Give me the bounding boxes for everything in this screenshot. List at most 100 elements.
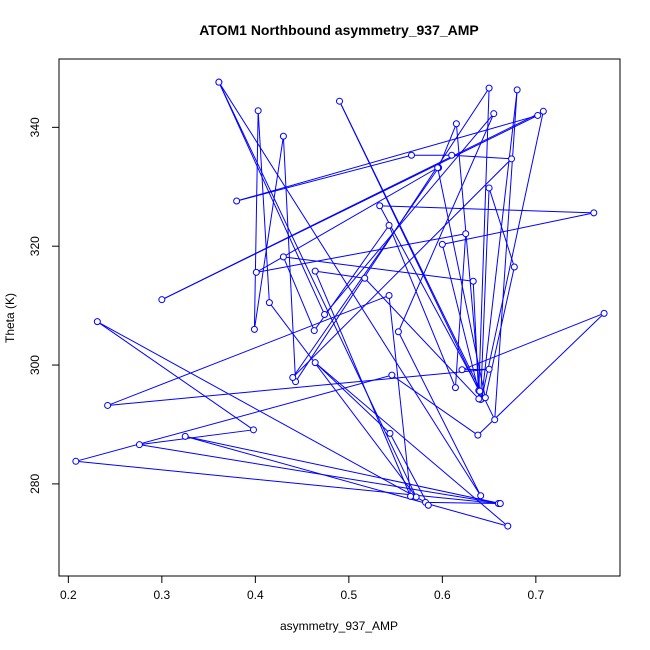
data-point <box>385 221 393 229</box>
series-segment <box>75 460 499 504</box>
series-segment <box>185 435 508 527</box>
data-point <box>289 374 297 382</box>
data-point <box>475 395 483 403</box>
series-segment <box>256 233 466 273</box>
series-segment <box>257 110 270 303</box>
series-segment <box>283 256 474 282</box>
series-segment <box>379 205 481 392</box>
y-axis-label: Theta (K) <box>3 293 17 343</box>
data-point <box>254 107 262 115</box>
series-segment <box>391 374 479 436</box>
chart-marks <box>72 78 608 530</box>
series-segment <box>268 302 417 498</box>
data-point <box>385 292 393 300</box>
series-segment <box>97 321 426 503</box>
data-point <box>265 299 273 307</box>
data-point <box>158 296 166 304</box>
series-segment <box>379 205 594 214</box>
data-point <box>485 84 493 92</box>
series-segment <box>161 115 538 301</box>
data-point <box>510 263 518 271</box>
data-point <box>252 268 260 276</box>
series-segment <box>314 270 412 497</box>
data-point <box>311 359 319 367</box>
series-segment <box>282 256 315 331</box>
data-point <box>407 151 415 159</box>
data-point <box>279 253 287 261</box>
series-segment <box>441 244 482 400</box>
y-axis: 280 300 320 340 <box>28 117 60 494</box>
series-segment <box>236 154 412 202</box>
series-segment <box>218 81 417 498</box>
data-point <box>250 325 258 333</box>
data-point <box>310 327 318 335</box>
series-segment <box>292 167 440 378</box>
data-point <box>388 371 396 379</box>
data-point <box>481 394 489 402</box>
data-point <box>458 366 466 374</box>
y-tick-label: 300 <box>28 355 42 375</box>
series-segment <box>481 89 518 399</box>
data-point <box>513 86 521 94</box>
y-tick-label: 320 <box>28 236 42 256</box>
data-point <box>508 155 516 163</box>
series-segment <box>292 158 512 378</box>
data-point <box>386 429 394 437</box>
data-point <box>485 184 493 192</box>
data-point <box>93 318 101 326</box>
series-segment <box>253 136 284 330</box>
x-tick-label: 0.2 <box>60 588 77 602</box>
series-segment <box>339 100 496 420</box>
series-segment <box>438 123 457 168</box>
data-point <box>476 387 484 395</box>
series-segment <box>236 114 538 202</box>
data-point <box>233 197 241 205</box>
x-tick-label: 0.3 <box>154 588 171 602</box>
series-segment <box>253 110 259 330</box>
series-segment <box>185 435 501 504</box>
series-segment <box>389 433 429 506</box>
series-segment <box>472 281 480 399</box>
y-tick-label: 280 <box>28 474 42 494</box>
data-point <box>104 401 112 409</box>
x-tick-label: 0.7 <box>528 588 545 602</box>
data-point <box>490 110 498 118</box>
data-point <box>424 501 432 509</box>
series-segment <box>314 362 509 527</box>
data-point <box>534 111 542 119</box>
series-segment <box>397 113 495 332</box>
data-point <box>412 493 420 501</box>
data-point <box>215 78 223 86</box>
series-segment <box>425 501 499 505</box>
series-segment <box>451 154 512 160</box>
data-point <box>321 311 329 319</box>
chart-title: ATOM1 Northbound asymmetry_937_AMP <box>199 22 479 38</box>
series-segment <box>315 270 365 279</box>
series-segment <box>442 212 594 245</box>
data-point <box>407 492 415 500</box>
series-segment <box>397 331 482 497</box>
series-segment <box>314 362 391 434</box>
data-point <box>181 432 189 440</box>
data-point <box>438 240 446 248</box>
series-segment <box>107 368 490 406</box>
data-point <box>394 328 402 336</box>
series-segment <box>107 295 390 406</box>
series-segment <box>494 89 518 420</box>
series-segment <box>218 81 325 315</box>
data-point <box>491 416 499 424</box>
data-point <box>135 441 143 449</box>
data-point <box>474 431 482 439</box>
data-point <box>600 309 608 317</box>
series-segment <box>454 233 467 388</box>
x-tick-label: 0.4 <box>247 588 264 602</box>
data-point <box>249 426 257 434</box>
series-segment <box>488 187 515 268</box>
series-segment <box>461 368 490 371</box>
series-segment <box>481 111 544 400</box>
data-point <box>448 151 456 159</box>
series-segment <box>480 187 490 400</box>
data-point <box>361 274 369 282</box>
plot-frame <box>58 58 621 577</box>
